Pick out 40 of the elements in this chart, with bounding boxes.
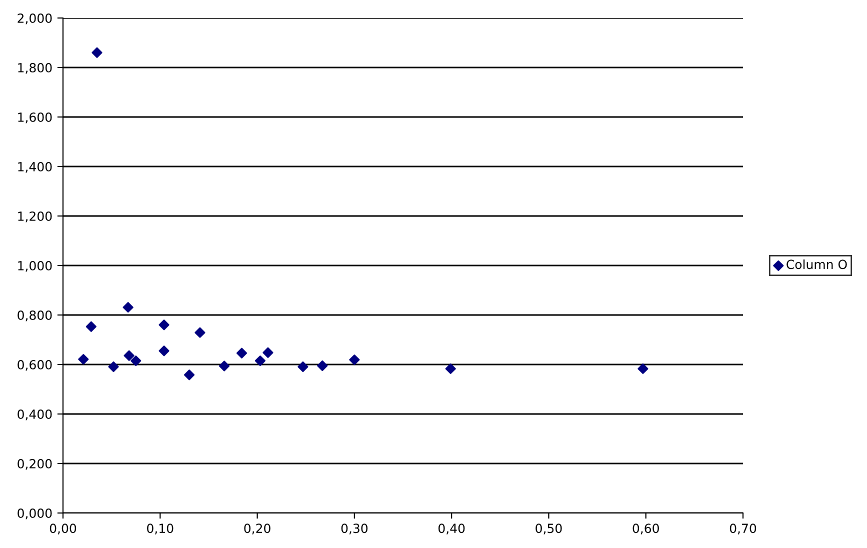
point: [638, 363, 648, 374]
y-tick-label: 2,000: [18, 13, 52, 24]
x-tick-label: 0,60: [632, 524, 659, 534]
x-tick-label: 0,30: [341, 524, 368, 534]
x-tick-label: 0,20: [244, 524, 270, 534]
point: [78, 354, 89, 365]
point: [349, 354, 360, 366]
point: [445, 363, 456, 374]
x-tick-label: 0,70: [730, 524, 756, 534]
y-tick-label: 0,800: [18, 310, 52, 322]
y-tick-label: 0,000: [18, 508, 52, 520]
point: [108, 361, 119, 372]
point: [236, 348, 248, 358]
point: [158, 346, 170, 356]
point: [86, 321, 96, 332]
point: [254, 355, 266, 366]
point: [124, 350, 134, 361]
x-tick-label: 0,00: [50, 524, 76, 534]
x-tick-label: 0,10: [147, 524, 174, 534]
point: [92, 47, 102, 58]
y-tick-label: 1,000: [18, 260, 52, 272]
point: [194, 327, 206, 338]
y-tick-label: 1,400: [18, 162, 52, 173]
point: [130, 355, 142, 366]
legend-label: Column O: [786, 259, 847, 270]
point: [122, 302, 134, 313]
point: [262, 347, 274, 358]
y-tick-label: 0,600: [18, 360, 52, 371]
point: [158, 320, 170, 330]
y-tick-label: 1,200: [18, 211, 52, 222]
y-tick-label: 0,400: [18, 409, 52, 420]
point: [298, 361, 308, 372]
x-tick-label: 0,50: [536, 524, 562, 534]
point: [317, 360, 328, 372]
point: [218, 360, 230, 372]
y-tick-label: 1,600: [18, 112, 52, 124]
y-tick-label: 0,200: [18, 458, 52, 470]
y-tick-label: 1,800: [18, 62, 52, 74]
point: [184, 370, 195, 380]
x-tick-label: 0,40: [438, 524, 465, 534]
